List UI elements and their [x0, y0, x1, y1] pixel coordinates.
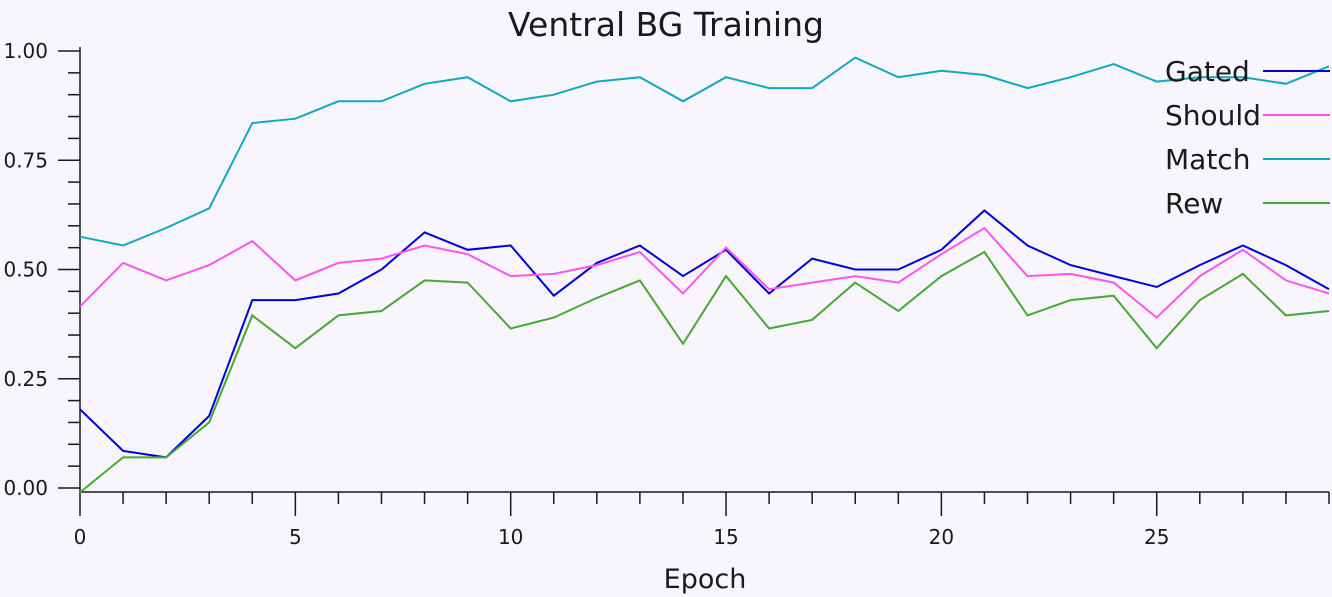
- chart-title: Ventral BG Training: [508, 5, 824, 44]
- legend-label-rew: Rew: [1165, 187, 1223, 220]
- legend-label-gated: Gated: [1165, 55, 1250, 88]
- x-tick-label: 15: [713, 525, 738, 549]
- y-tick-label: 0.00: [3, 476, 48, 500]
- x-tick-label: 10: [498, 525, 523, 549]
- x-axis-label: Epoch: [664, 564, 747, 595]
- plot-lines: [79, 56, 1330, 494]
- legend-label-match: Match: [1165, 143, 1250, 176]
- series-line-gated: [79, 209, 1330, 459]
- series-line-match: [79, 56, 1330, 247]
- x-tick-label: 25: [1144, 525, 1169, 549]
- x-tick-label: 5: [289, 525, 302, 549]
- legend-label-should: Should: [1165, 99, 1261, 132]
- series-line-should: [79, 226, 1330, 319]
- axes: 0.00 0.25 0.50 0.75 1.00 0 5 10 15 20 25: [3, 39, 1330, 549]
- y-tick-label: 0.50: [3, 258, 48, 282]
- x-tick-label: 0: [74, 525, 87, 549]
- y-tick-label: 0.75: [3, 148, 48, 172]
- y-tick-label: 0.25: [3, 367, 48, 391]
- y-tick-label: 1.00: [3, 39, 48, 63]
- x-tick-label: 20: [929, 525, 954, 549]
- series-line-rew: [79, 250, 1330, 494]
- legend: Gated Should Match Rew: [1165, 55, 1330, 220]
